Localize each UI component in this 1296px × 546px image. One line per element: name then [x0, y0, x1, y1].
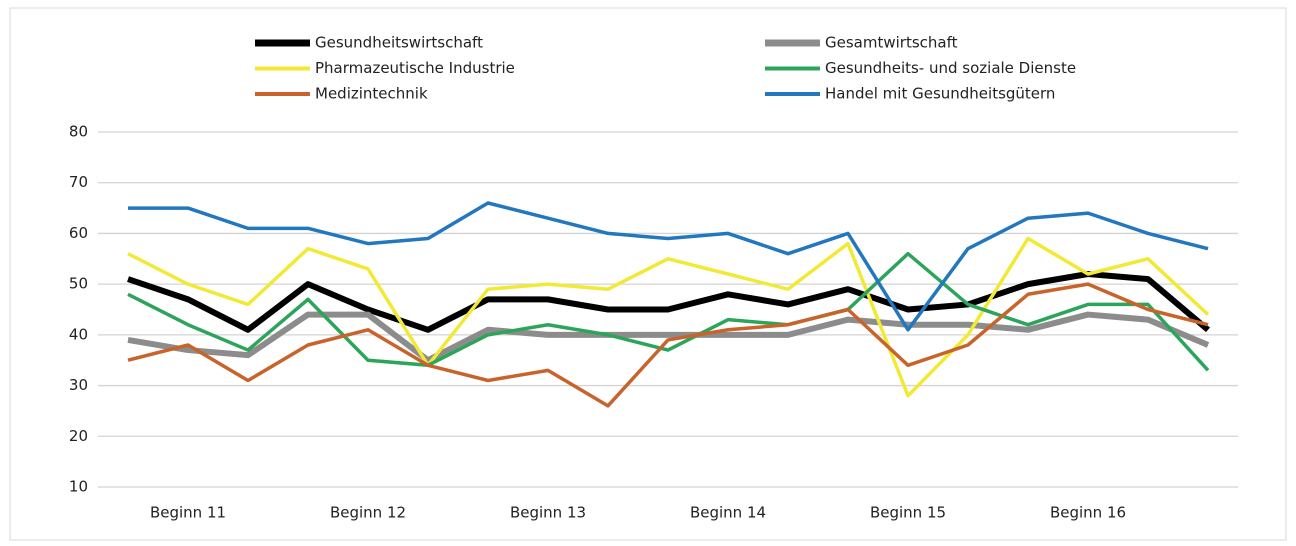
- y-tick-label: 50: [69, 275, 88, 293]
- x-tick-label: Beginn 16: [1050, 504, 1126, 522]
- legend-label: Gesundheitswirtschaft: [315, 34, 483, 52]
- legend-label: Medizintechnik: [315, 85, 428, 103]
- series-line: [127, 271, 1210, 333]
- x-tick-label: Beginn 15: [870, 504, 946, 522]
- y-tick-label: 40: [69, 325, 88, 343]
- legend-label: Gesundheits- und soziale Dienste: [825, 59, 1076, 77]
- x-tick-label: Beginn 11: [150, 504, 226, 522]
- legend-label: Gesamtwirtschaft: [825, 34, 958, 52]
- y-tick-label: 70: [69, 173, 88, 191]
- y-tick-label: 60: [69, 224, 88, 242]
- series-line: [127, 311, 1210, 364]
- y-tick-label: 10: [69, 478, 88, 496]
- y-tick-label: 30: [69, 376, 88, 394]
- x-tick-label: Beginn 14: [690, 504, 766, 522]
- x-tick-label: Beginn 13: [510, 504, 586, 522]
- legend-label: Handel mit Gesundheitsgütern: [825, 85, 1055, 103]
- y-tick-label: 20: [69, 427, 88, 445]
- series-line: [127, 236, 1210, 398]
- series-line: [127, 282, 1209, 408]
- x-tick-label: Beginn 12: [330, 504, 406, 522]
- y-tick-label: 80: [69, 123, 88, 141]
- legend-label: Pharmazeutische Industrie: [315, 59, 515, 77]
- series-line: [127, 251, 1210, 372]
- series-line: [128, 201, 1209, 332]
